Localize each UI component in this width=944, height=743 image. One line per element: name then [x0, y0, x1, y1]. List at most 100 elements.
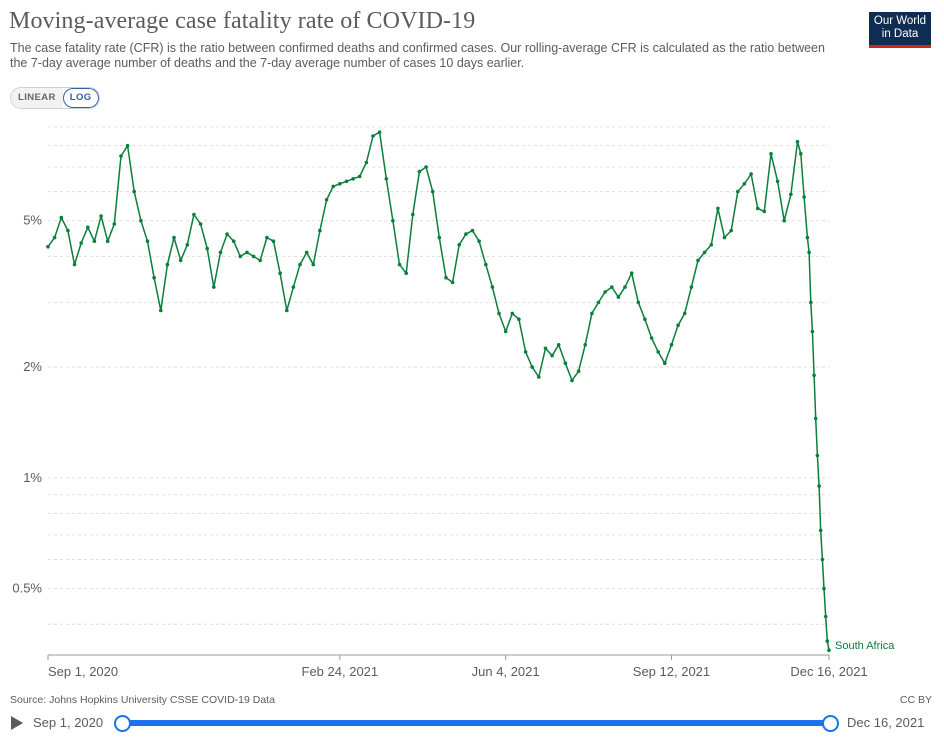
- data-point[interactable]: [377, 130, 382, 134]
- data-point[interactable]: [205, 246, 209, 251]
- data-point[interactable]: [470, 228, 475, 233]
- data-point[interactable]: [411, 212, 415, 217]
- data-point[interactable]: [669, 343, 674, 347]
- data-point[interactable]: [755, 206, 760, 211]
- data-point[interactable]: [251, 254, 256, 259]
- data-point[interactable]: [742, 182, 747, 186]
- data-point[interactable]: [762, 209, 767, 214]
- data-point[interactable]: [663, 361, 667, 365]
- data-point[interactable]: [66, 228, 70, 233]
- data-point[interactable]: [716, 206, 720, 211]
- data-point[interactable]: [782, 218, 786, 223]
- data-point[interactable]: [391, 218, 395, 223]
- data-point[interactable]: [357, 174, 362, 179]
- data-point[interactable]: [125, 143, 130, 148]
- data-point[interactable]: [769, 152, 773, 156]
- data-point[interactable]: [384, 177, 389, 181]
- data-point[interactable]: [799, 152, 803, 156]
- source-note[interactable]: Source: Johns Hopkins University CSSE CO…: [10, 694, 275, 706]
- data-point[interactable]: [722, 235, 727, 240]
- data-point[interactable]: [616, 295, 621, 299]
- data-point[interactable]: [338, 182, 342, 186]
- data-point[interactable]: [649, 336, 654, 340]
- data-point[interactable]: [139, 218, 143, 223]
- data-point[interactable]: [576, 369, 581, 374]
- data-point[interactable]: [775, 179, 780, 184]
- data-point[interactable]: [46, 244, 50, 249]
- data-point[interactable]: [523, 350, 528, 354]
- data-point[interactable]: [324, 198, 329, 202]
- data-point[interactable]: [497, 311, 501, 316]
- data-point[interactable]: [805, 235, 810, 240]
- data-point[interactable]: [503, 329, 508, 334]
- data-point[interactable]: [119, 154, 123, 158]
- owid-logo[interactable]: Our World in Data: [869, 12, 931, 48]
- data-point[interactable]: [795, 139, 800, 144]
- play-icon[interactable]: [11, 716, 23, 730]
- data-point[interactable]: [809, 300, 813, 305]
- data-point[interactable]: [271, 239, 276, 243]
- data-point[interactable]: [517, 317, 521, 321]
- data-point[interactable]: [629, 271, 634, 275]
- data-point[interactable]: [702, 250, 707, 255]
- data-point[interactable]: [212, 285, 216, 289]
- data-point[interactable]: [818, 528, 823, 533]
- data-point[interactable]: [351, 177, 355, 181]
- data-point[interactable]: [464, 232, 468, 236]
- data-point[interactable]: [789, 192, 793, 197]
- data-point[interactable]: [152, 275, 156, 280]
- data-point[interactable]: [543, 346, 548, 351]
- data-point[interactable]: [807, 250, 811, 255]
- data-point[interactable]: [825, 639, 830, 643]
- data-point[interactable]: [245, 250, 249, 255]
- data-point[interactable]: [331, 184, 336, 189]
- data-point[interactable]: [258, 258, 263, 263]
- data-point[interactable]: [72, 262, 77, 267]
- data-point[interactable]: [79, 241, 83, 245]
- data-point[interactable]: [404, 271, 409, 275]
- data-point[interactable]: [477, 239, 481, 243]
- data-point[interactable]: [682, 311, 687, 316]
- data-point[interactable]: [231, 239, 236, 243]
- data-point[interactable]: [510, 311, 515, 316]
- data-point[interactable]: [596, 300, 601, 305]
- data-point[interactable]: [99, 214, 103, 218]
- data-point[interactable]: [537, 375, 541, 379]
- data-point[interactable]: [810, 329, 815, 334]
- data-point[interactable]: [656, 350, 660, 354]
- data-point[interactable]: [484, 262, 488, 267]
- license-link[interactable]: CC BY: [899, 694, 932, 706]
- data-point[interactable]: [52, 235, 57, 240]
- data-point[interactable]: [178, 258, 183, 263]
- data-point[interactable]: [278, 271, 282, 275]
- data-point[interactable]: [225, 232, 229, 236]
- data-point[interactable]: [729, 228, 733, 233]
- data-point[interactable]: [192, 212, 196, 217]
- data-point[interactable]: [437, 235, 442, 240]
- data-point[interactable]: [643, 317, 647, 321]
- data-point[interactable]: [344, 179, 349, 184]
- data-point[interactable]: [530, 365, 534, 369]
- timeline-start-handle[interactable]: [114, 715, 131, 732]
- linear-scale-button[interactable]: LINEAR: [11, 88, 63, 108]
- data-point[interactable]: [430, 189, 435, 194]
- timeline-end-handle[interactable]: [822, 715, 839, 732]
- data-point[interactable]: [444, 275, 448, 280]
- data-point[interactable]: [417, 169, 422, 174]
- data-point[interactable]: [563, 361, 568, 365]
- data-point[interactable]: [749, 172, 753, 176]
- data-point[interactable]: [86, 225, 90, 230]
- timeline-track[interactable]: [121, 720, 831, 726]
- series-label[interactable]: South Africa: [835, 640, 895, 652]
- data-point[interactable]: [570, 378, 574, 383]
- data-point[interactable]: [291, 285, 296, 289]
- data-point[interactable]: [815, 453, 820, 458]
- data-point[interactable]: [132, 189, 136, 194]
- data-point[interactable]: [817, 484, 821, 488]
- data-point[interactable]: [603, 290, 607, 294]
- data-point[interactable]: [311, 262, 316, 267]
- data-point[interactable]: [165, 262, 170, 267]
- data-point[interactable]: [298, 262, 302, 267]
- data-point[interactable]: [583, 343, 587, 347]
- data-point[interactable]: [696, 258, 700, 263]
